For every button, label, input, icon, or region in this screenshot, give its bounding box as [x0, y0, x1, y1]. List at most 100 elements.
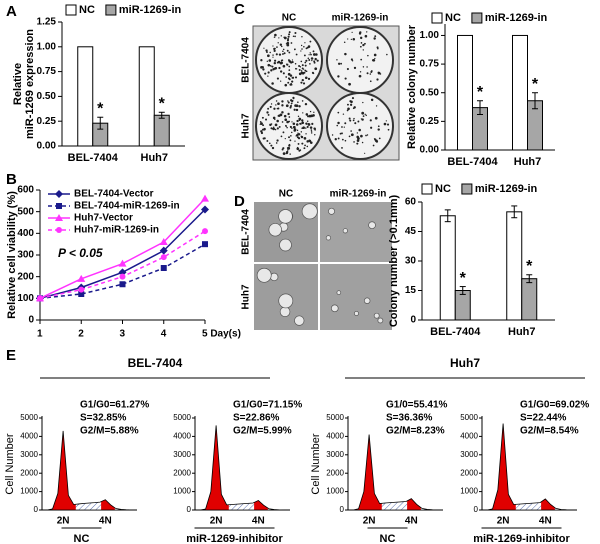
colony	[299, 118, 301, 121]
colony	[276, 139, 279, 142]
colony	[306, 125, 309, 128]
colony	[301, 121, 305, 125]
y-tick-label: 2000	[20, 468, 38, 477]
colony	[292, 97, 295, 100]
colony	[360, 42, 363, 44]
colony	[293, 108, 296, 111]
colony	[264, 72, 267, 75]
x-tick-label: 4N	[405, 516, 418, 527]
colony	[296, 119, 299, 123]
colony	[270, 123, 273, 125]
colony	[364, 34, 368, 38]
x-tick-label: 4	[161, 329, 167, 340]
colony	[256, 267, 272, 283]
significance-label: *	[97, 100, 104, 117]
colony	[292, 35, 295, 38]
x-tick-label: Huh7	[508, 326, 536, 338]
colony	[357, 120, 360, 123]
x-tick-label: 4N	[252, 516, 265, 527]
y-tick-label: 500	[17, 206, 34, 217]
condition-label: NC	[380, 533, 396, 544]
image-column-label: miR-1269-in	[332, 13, 389, 24]
colony	[303, 54, 306, 57]
colony	[310, 114, 314, 118]
colony	[347, 103, 349, 106]
colony	[297, 115, 300, 118]
y-tick-label: 0.75	[420, 59, 440, 70]
colony	[354, 122, 357, 125]
colony	[287, 149, 289, 151]
colony	[362, 66, 365, 68]
marker	[37, 295, 43, 302]
colony	[341, 147, 343, 149]
colony	[291, 80, 294, 83]
colony	[358, 128, 361, 132]
colony	[295, 123, 299, 126]
colony	[262, 137, 265, 140]
colony	[286, 39, 290, 42]
colony	[375, 105, 378, 107]
colony	[259, 123, 261, 125]
y-tick-label: 3000	[20, 450, 38, 459]
colony	[337, 137, 340, 140]
histogram-outline	[195, 425, 290, 511]
marker	[201, 205, 209, 214]
colony	[356, 135, 360, 139]
phase-annotation: G2/M=5.99%	[233, 426, 292, 437]
colony	[276, 61, 279, 64]
colony	[287, 35, 290, 38]
colony	[290, 131, 293, 134]
phase-fill	[50, 430, 115, 510]
legend-swatch	[471, 12, 483, 24]
colony	[294, 48, 296, 51]
significance-label: *	[532, 76, 539, 93]
colony	[294, 35, 296, 38]
colony-micrographs	[254, 202, 392, 330]
significance-label: *	[159, 95, 166, 112]
colony	[283, 52, 286, 55]
colony	[386, 53, 388, 56]
colony	[298, 149, 301, 152]
y-axis-label: Colony number (>0.1mm)	[388, 194, 400, 327]
colony	[294, 63, 297, 65]
colony	[344, 122, 347, 125]
colony	[262, 68, 265, 71]
marker	[202, 228, 208, 235]
colony	[350, 38, 352, 41]
y-tick-label: 1.00	[37, 41, 57, 52]
colony	[308, 54, 310, 56]
colony	[286, 147, 289, 149]
image-column-label: miR-1269-in	[330, 189, 387, 200]
colony	[300, 50, 302, 52]
colony	[365, 134, 367, 137]
colony	[278, 125, 281, 128]
colony	[285, 125, 287, 128]
colony	[291, 77, 293, 79]
colony	[374, 116, 378, 120]
colony	[301, 119, 304, 122]
legend-marker	[56, 227, 62, 233]
colony	[383, 122, 387, 126]
colony	[376, 78, 379, 81]
y-axis-label: Cell Number	[310, 433, 322, 494]
colony	[269, 65, 272, 67]
colony	[358, 74, 362, 78]
colony	[288, 69, 291, 71]
y-tick-label: 15	[405, 285, 417, 296]
colony	[360, 134, 363, 138]
colony	[287, 100, 289, 102]
colony	[278, 53, 282, 56]
colony	[278, 37, 280, 39]
bar	[138, 46, 155, 147]
image-column-label: NC	[279, 189, 293, 200]
colony	[373, 53, 377, 57]
colony	[278, 293, 294, 309]
phase-annotation: S=32.85%	[80, 413, 127, 424]
marker	[119, 281, 126, 288]
colony	[286, 49, 289, 52]
colony	[281, 111, 284, 114]
colony	[267, 75, 269, 77]
colony	[270, 69, 273, 72]
colony	[282, 53, 284, 55]
colony	[364, 152, 366, 154]
